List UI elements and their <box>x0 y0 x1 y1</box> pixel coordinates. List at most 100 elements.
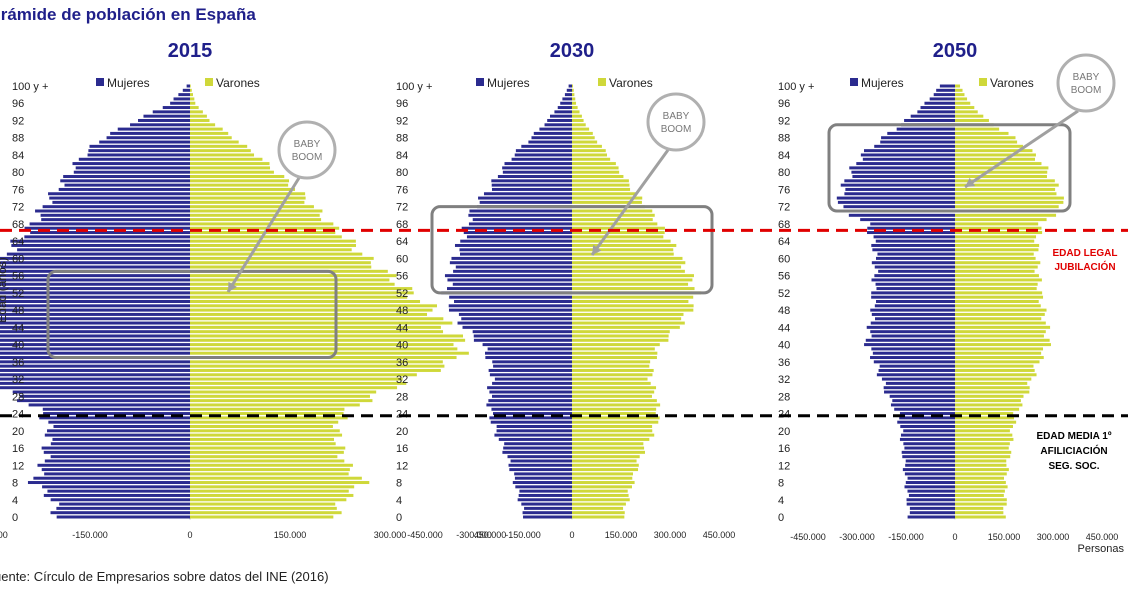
bar-mujeres-age-100 <box>186 84 190 88</box>
bar-mujeres-age-10 <box>514 472 572 476</box>
bar-mujeres-age-48 <box>0 308 190 312</box>
bar-mujeres-age-14 <box>507 455 572 459</box>
bar-varones-age-10 <box>955 472 1007 476</box>
bar-varones-age-52 <box>190 291 414 295</box>
bar-varones-age-96 <box>190 101 196 105</box>
bar-mujeres-age-91 <box>544 123 572 127</box>
bar-varones-age-84 <box>572 153 607 157</box>
bar-mujeres-age-14 <box>902 455 955 459</box>
bar-varones-age-87 <box>572 140 598 144</box>
bar-mujeres-age-42 <box>871 334 955 338</box>
bar-varones-age-33 <box>572 373 653 377</box>
bar-mujeres-age-67 <box>24 226 190 230</box>
y-tick-label: 56 <box>396 271 408 283</box>
bar-varones-age-63 <box>572 243 677 247</box>
bar-mujeres-age-76 <box>58 187 191 191</box>
bar-varones-age-17 <box>572 442 644 446</box>
bar-mujeres-age-3 <box>521 502 572 506</box>
bar-varones-age-94 <box>572 110 580 114</box>
bar-varones-age-17 <box>955 442 1010 446</box>
y-tick-label: 32 <box>396 374 408 386</box>
y-tick-label: 68 <box>12 219 24 231</box>
bar-mujeres-age-47 <box>871 312 955 316</box>
x-tick-label: 150.000 <box>605 530 638 540</box>
bar-mujeres-age-56 <box>444 274 572 278</box>
bar-mujeres-age-76 <box>491 187 572 191</box>
y-tick-label: 40 <box>396 340 408 352</box>
bar-varones-age-42 <box>955 334 1044 338</box>
bar-varones-age-28 <box>572 394 652 398</box>
y-tick-label: 0 <box>778 512 784 524</box>
bar-varones-age-43 <box>190 330 444 334</box>
bar-mujeres-age-68 <box>29 222 190 226</box>
y-tick-label: 28 <box>12 391 24 403</box>
bar-mujeres-age-24 <box>493 412 572 416</box>
bar-varones-age-7 <box>955 485 1008 489</box>
bar-mujeres-age-60 <box>875 256 955 260</box>
bar-mujeres-age-72 <box>42 205 190 209</box>
bar-varones-age-99 <box>190 88 192 92</box>
bar-mujeres-age-80 <box>502 170 572 174</box>
retirement-age-label: JUBILACIÓN <box>1054 260 1115 273</box>
y-tick-label: 92 <box>778 115 790 127</box>
bar-mujeres-age-59 <box>871 261 955 265</box>
bar-varones-age-41 <box>955 338 1050 342</box>
bar-mujeres-age-81 <box>849 166 955 170</box>
bar-varones-age-63 <box>190 243 357 247</box>
bar-mujeres-age-65 <box>24 235 191 239</box>
bar-varones-age-81 <box>572 166 619 170</box>
bar-varones-age-98 <box>955 93 965 97</box>
bar-mujeres-age-71 <box>469 209 572 213</box>
bar-varones-age-85 <box>572 149 606 153</box>
bar-mujeres-age-60 <box>0 256 191 260</box>
x-tick-label: 450.000 <box>474 530 507 540</box>
bar-varones-age-18 <box>572 437 650 441</box>
bar-varones-age-80 <box>190 170 274 174</box>
bar-varones-age-73 <box>572 200 642 204</box>
bar-mujeres-age-50 <box>876 300 955 303</box>
bar-varones-age-69 <box>955 218 1047 222</box>
bar-mujeres-age-54 <box>875 282 955 286</box>
bar-mujeres-age-33 <box>876 373 955 377</box>
x-tick-label: 450.000 <box>1086 532 1119 542</box>
bar-mujeres-age-20 <box>496 429 572 433</box>
bar-mujeres-age-62 <box>872 248 955 252</box>
bar-varones-age-84 <box>955 153 1036 157</box>
bar-varones-age-2 <box>190 506 337 510</box>
bar-varones-age-51 <box>955 295 1044 299</box>
y-tick-label: 40 <box>778 340 790 352</box>
bar-mujeres-age-3 <box>906 502 955 506</box>
bar-varones-age-76 <box>190 187 296 191</box>
first-affiliation-age-label: SEG. SOC. <box>1048 461 1099 472</box>
bar-varones-age-17 <box>190 442 336 446</box>
bar-mujeres-age-68 <box>870 222 955 226</box>
bar-mujeres-age-62 <box>17 248 190 252</box>
bar-varones-age-14 <box>572 455 640 459</box>
bar-mujeres-age-38 <box>0 351 190 355</box>
bar-varones-age-91 <box>572 123 586 127</box>
bar-mujeres-age-46 <box>0 317 190 321</box>
bar-varones-age-7 <box>572 485 632 489</box>
bar-varones-age-89 <box>572 131 593 135</box>
bar-varones-age-14 <box>190 455 338 459</box>
bar-varones-age-90 <box>572 127 590 131</box>
bar-mujeres-age-70 <box>468 213 572 217</box>
bar-mujeres-age-33 <box>489 373 572 377</box>
bar-mujeres-age-36 <box>873 360 955 364</box>
bar-varones-age-79 <box>190 175 285 179</box>
bar-mujeres-age-17 <box>903 442 955 446</box>
y-tick-label: 8 <box>396 478 402 490</box>
bar-mujeres-age-58 <box>455 265 572 269</box>
y-tick-label: 76 <box>778 184 790 196</box>
bar-varones-age-84 <box>190 153 255 157</box>
y-tick-label: 36 <box>12 357 24 369</box>
bar-mujeres-age-75 <box>483 192 572 196</box>
y-tick-label: 80 <box>12 167 24 179</box>
bar-mujeres-age-12 <box>37 463 190 467</box>
bar-mujeres-age-31 <box>492 381 572 385</box>
bar-varones-age-56 <box>190 274 397 278</box>
baby-boom-box <box>430 205 714 295</box>
bar-varones-age-73 <box>190 200 305 204</box>
bar-varones-age-20 <box>572 429 653 433</box>
bar-varones-age-74 <box>955 196 1064 200</box>
